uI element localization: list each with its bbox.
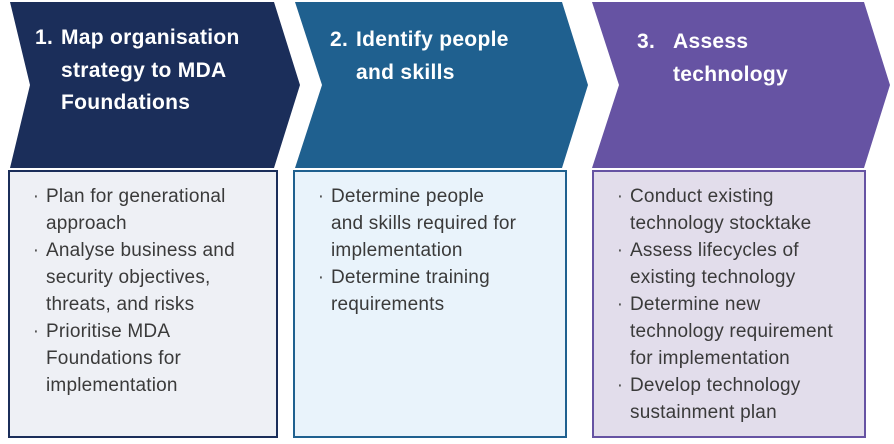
step-3-title: 3. Assess technology [592,2,890,91]
bullet-dot: · [616,186,624,207]
step-2-title-text: Identify people and skills [356,28,509,84]
step-3-title-text: Assess technology [673,30,789,86]
step-1-bullet-list: · Plan for generational approach · Analy… [10,172,276,400]
bullet-text: Plan for generational approach [46,186,226,234]
bullet-item: · Assess lifecycles of existing technolo… [610,238,854,292]
bullet-text: Develop technology sustainment plan [630,374,801,423]
bullet-text: Analyse business and security objectives… [46,239,235,315]
step-1-details-box: · Plan for generational approach · Analy… [8,170,278,438]
bullet-text: Prioritise MDA Foundations for implement… [46,320,182,396]
bullet-dot: · [616,239,624,261]
bullet-item: · Determine people and skills required f… [311,184,555,265]
step-2-number: 2. [330,28,349,51]
bullet-item: · Plan for generational approach [26,184,266,238]
step-3-bullet-list: · Conduct existing technology stocktake … [594,172,864,427]
bullet-item: · Determine new technology requirement f… [610,292,854,373]
bullet-item: · Develop technology sustainment plan [610,373,854,427]
step-2-chevron: 2. Identify people and skills [295,2,588,168]
bullet-text: Determine people and skills required for… [331,186,517,261]
step-2-bullet-list: · Determine people and skills required f… [295,172,565,319]
bullet-dot: · [32,239,40,261]
bullet-item: · Conduct existing technology stocktake [610,184,854,238]
bullet-text: Determine new technology requirement for… [630,293,833,369]
step-1-title-text: Map organisation strategy to MDA Foundat… [61,26,240,115]
step-1-chevron: 1. Map organisation strategy to MDA Foun… [10,2,300,168]
bullet-dot: · [32,186,40,207]
step-3-chevron: 3. Assess technology [592,2,890,168]
bullet-item: · Prioritise MDA Foundations for impleme… [26,319,266,400]
bullet-item: · Determine training requirements [311,265,555,319]
bullet-text: Determine training requirements [331,266,490,315]
step-3-details-box: · Conduct existing technology stocktake … [592,170,866,438]
bullet-dot: · [32,320,40,342]
bullet-dot: · [317,266,325,288]
step-1-title: 1. Map organisation strategy to MDA Foun… [10,2,300,120]
step-1-number: 1. [35,26,54,49]
step-3-number: 3. [637,30,656,53]
step-2-details-box: · Determine people and skills required f… [293,170,567,438]
bullet-text: Assess lifecycles of existing technology [630,239,799,288]
bullet-dot: · [317,186,325,207]
bullet-item: · Analyse business and security objectiv… [26,238,266,319]
step-2-title: 2. Identify people and skills [295,2,588,89]
bullet-text: Conduct existing technology stocktake [630,186,812,234]
bullet-dot: · [616,293,624,315]
bullet-dot: · [616,374,624,396]
